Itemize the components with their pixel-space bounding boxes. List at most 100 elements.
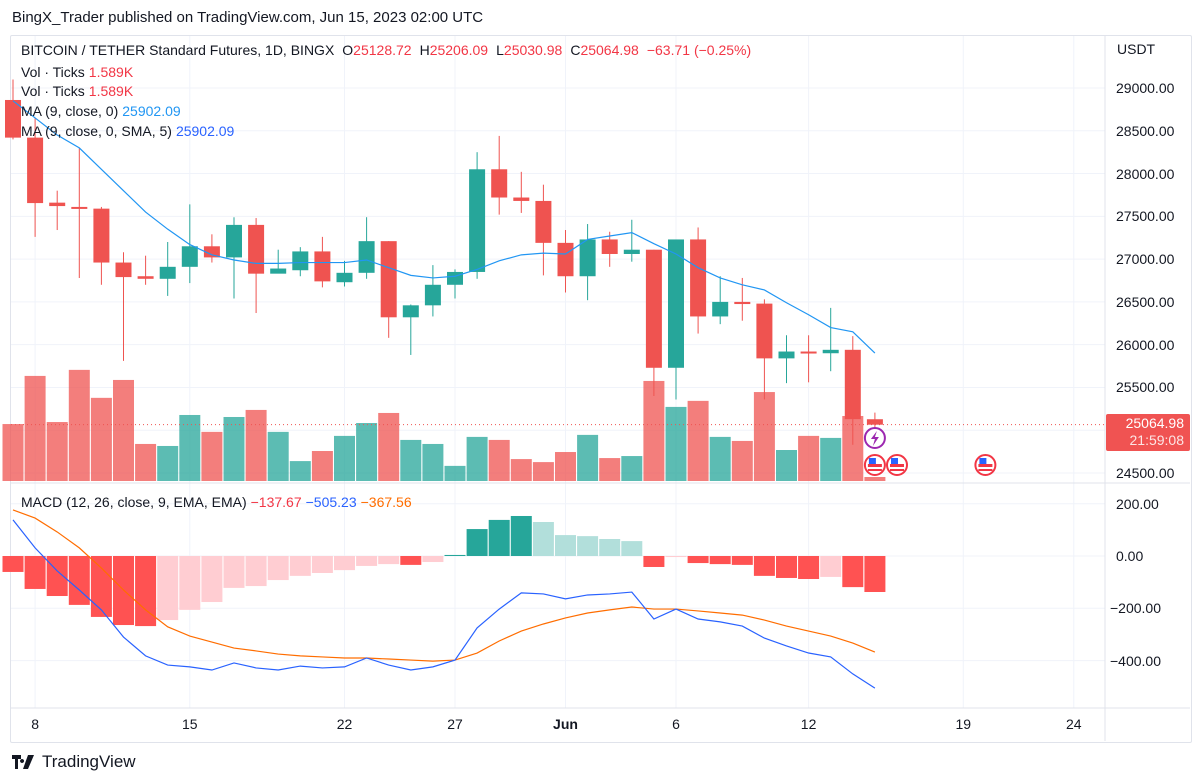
volume-bar: [864, 476, 886, 481]
macd-histogram-bar: [820, 556, 842, 577]
candle-body: [690, 239, 707, 317]
candle-body: [844, 349, 861, 420]
candle-body: [314, 251, 331, 282]
volume-bar: [135, 443, 157, 481]
vol-value: 1.589K: [88, 83, 134, 99]
price-axis-label: 27000.00: [1116, 251, 1175, 268]
price-axis-label: 24500.00: [1116, 465, 1175, 482]
price-axis-label: 28000.00: [1116, 165, 1175, 182]
volume-bar: [201, 431, 223, 481]
macd-histogram-bar: [599, 539, 621, 556]
candle-body: [469, 169, 486, 272]
macd-histogram-bar: [466, 529, 488, 556]
ma-label: MA (9, close, 0, SMA, 5): [21, 123, 172, 139]
macd-legend[interactable]: MACD (12, 26, close, 9, EMA, EMA) −137.67…: [21, 494, 416, 510]
volume-bar: [289, 461, 311, 481]
macd-histogram-bar: [356, 556, 378, 566]
price-axis-label: 26500.00: [1116, 293, 1175, 310]
vol-label: Vol · Ticks: [21, 64, 85, 80]
candle-body: [93, 208, 110, 263]
vol-label: Vol · Ticks: [21, 83, 85, 99]
candle-body: [402, 305, 419, 318]
candle-body: [800, 351, 817, 354]
candle-body: [115, 262, 132, 278]
open-label: O: [342, 42, 354, 58]
ma-legend-2[interactable]: MA (9, close, 0, SMA, 5) 25902.09: [21, 123, 238, 139]
vol-value: 1.589K: [88, 64, 134, 80]
publish-info: BingX_Trader published on TradingView.co…: [12, 9, 484, 26]
volume-bar: [2, 424, 24, 481]
ma-label: MA (9, close, 0): [21, 103, 119, 119]
macd-histogram-bar: [289, 556, 311, 576]
macd-histogram-bar: [157, 556, 179, 621]
time-axis-label: 27: [447, 716, 463, 732]
macd-histogram-bar: [444, 554, 466, 556]
macd-histogram-bar: [798, 556, 820, 580]
us-flag-icon: [867, 464, 882, 467]
candle-body: [71, 206, 88, 209]
symbol-legend[interactable]: BITCOIN / TETHER Standard Futures, 1D, B…: [21, 42, 755, 58]
candle-body: [668, 239, 684, 368]
volume-bar: [113, 379, 134, 481]
candle-body: [358, 241, 375, 273]
macd-histogram-bar: [842, 556, 864, 588]
macd-histogram-bar: [776, 556, 797, 578]
volume-bar: [68, 369, 90, 481]
volume-bar: [46, 422, 68, 481]
macd-histogram-bar: [400, 556, 422, 565]
candle-body: [866, 419, 883, 425]
us-flag-icon: [978, 464, 993, 467]
price-axis-label: 27500.00: [1116, 208, 1175, 225]
macd-histogram-bar: [267, 556, 289, 581]
candle-body: [778, 351, 795, 359]
candle-body: [645, 249, 662, 368]
candle-body: [159, 266, 176, 279]
us-flag-icon: [978, 469, 993, 471]
time-axis-label: 22: [336, 716, 353, 732]
us-flag-icon: [979, 458, 987, 464]
volume-legend-1[interactable]: Vol · Ticks 1.589K: [21, 64, 137, 80]
symbol-title: BITCOIN / TETHER Standard Futures, 1D, B…: [21, 42, 335, 58]
candle-body: [336, 272, 353, 283]
volume-bar: [179, 414, 201, 481]
volume-bar: [776, 450, 797, 481]
price-axis-label: 29000.00: [1116, 80, 1175, 96]
macd-histogram-bar: [864, 556, 886, 593]
volume-bar: [356, 423, 378, 481]
macd-hist-value: −137.67: [250, 494, 302, 510]
candle-body: [292, 251, 309, 271]
volume-bar: [157, 445, 179, 481]
macd-histogram-bar: [510, 515, 532, 556]
candle-body: [557, 242, 574, 277]
time-axis-label: 15: [182, 716, 198, 732]
us-flag-icon: [867, 469, 882, 471]
macd-histogram-bar: [378, 556, 400, 565]
macd-histogram-bar: [488, 519, 510, 556]
volume-bar: [577, 434, 599, 481]
macd-signal-line: [12, 509, 876, 662]
macd-histogram-bar: [68, 556, 90, 605]
open-value: 25128.72: [353, 42, 412, 58]
volume-bar: [245, 409, 267, 481]
macd-histogram-bar: [46, 556, 68, 597]
macd-histogram-bar: [555, 535, 576, 556]
macd-histogram-bar: [90, 556, 112, 617]
candle-body: [734, 301, 751, 305]
macd-axis-label: −400.00: [1110, 652, 1161, 669]
tradingview-logo[interactable]: TradingView: [12, 752, 136, 772]
candle-body: [712, 301, 729, 317]
macd-signal-value: −367.56: [360, 494, 412, 510]
volume-legend-2[interactable]: Vol · Ticks 1.589K: [21, 83, 137, 99]
candle-body: [535, 200, 552, 243]
macd-histogram-bar: [753, 556, 775, 576]
macd-histogram-bar: [223, 556, 245, 588]
volume-bar: [90, 397, 112, 481]
volume-bar: [665, 406, 687, 481]
ma-legend-1[interactable]: MA (9, close, 0) 25902.09: [21, 103, 185, 119]
close-value: 25064.98: [580, 42, 639, 58]
candle-body: [491, 169, 508, 198]
candle-body: [5, 99, 21, 138]
macd-line: [12, 519, 876, 689]
lightning-icon: [870, 431, 879, 446]
